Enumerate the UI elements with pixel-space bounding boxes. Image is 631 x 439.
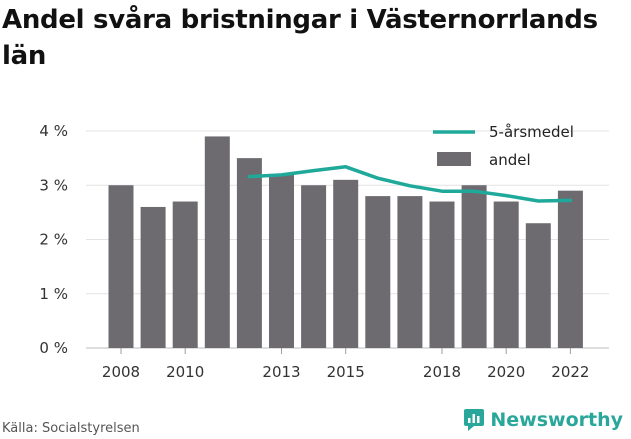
legend-label: andel [489,151,531,169]
brand-name: Newsworthy [490,409,623,431]
bar [172,201,198,348]
bar [140,206,166,348]
bar [461,185,487,348]
newsworthy-logo-icon [464,409,485,431]
x-tick-label: 2022 [551,363,589,381]
x-tick-label: 2020 [487,363,525,381]
brand-logo: Newsworthy [463,408,623,432]
y-tick-label: 4 % [39,122,68,140]
bar [397,196,423,348]
x-tick-label: 2013 [262,363,300,381]
bar [108,185,134,348]
x-tick-label: 2010 [166,363,204,381]
average-line [247,165,573,203]
bars [108,136,583,348]
bar [204,136,230,348]
bar [333,179,359,348]
legend: 5-årsmedel andel [433,123,574,169]
x-axis: 2008 2010 2013 2015 2018 2020 2022 [102,348,589,381]
x-tick-label: 2008 [102,363,140,381]
legend-label: 5-årsmedel [489,123,574,141]
bar [429,201,455,348]
source-note: Källa: Socialstyrelsen [2,421,140,436]
y-tick-label: 2 % [39,231,68,249]
bar [269,174,294,348]
y-tick-label: 0 % [39,339,68,357]
bar [557,190,583,348]
average-line-path [247,165,573,203]
bar [365,196,391,348]
legend-swatch-bar [437,152,471,166]
y-tick-label: 1 % [39,285,68,303]
x-tick-label: 2015 [327,363,365,381]
bar [493,201,519,348]
x-tick-label: 2018 [423,363,461,381]
bar [525,223,551,348]
bar [301,185,327,348]
y-axis-labels: 0 % 1 % 2 % 3 % 4 % [39,122,68,357]
y-tick-label: 3 % [39,176,68,194]
bar [236,158,262,348]
chart-title: Andel svåra bristningar i Västernorrland… [2,5,598,71]
